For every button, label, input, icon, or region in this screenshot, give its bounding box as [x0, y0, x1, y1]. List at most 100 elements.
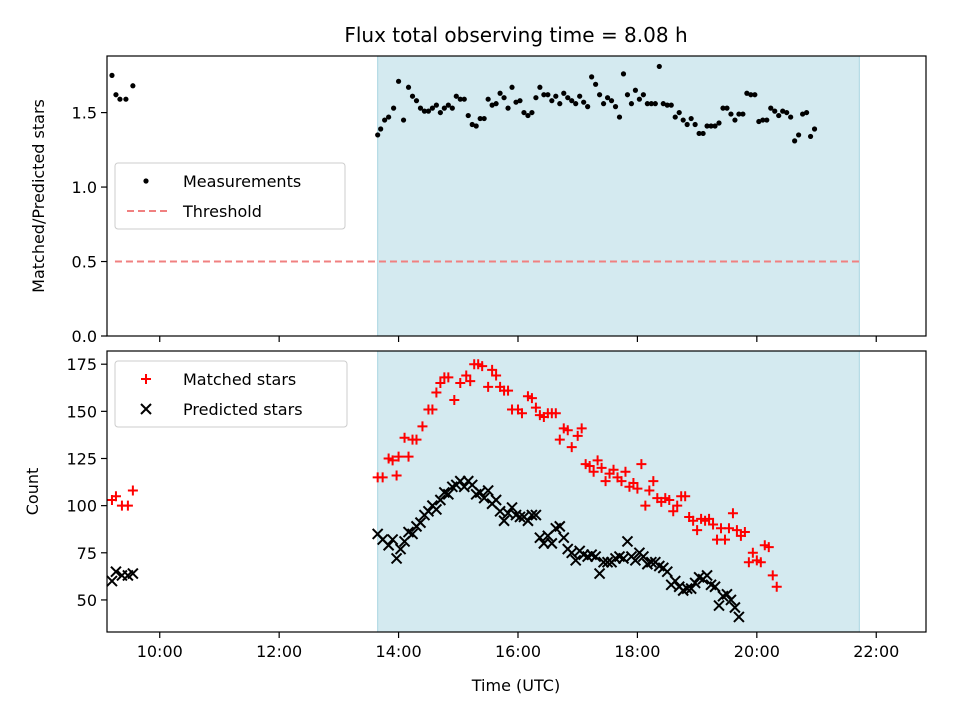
measurement-point — [505, 105, 511, 111]
matched-star-point — [461, 370, 472, 381]
measurement-point — [453, 93, 459, 99]
measurement-point — [593, 81, 599, 87]
series-measurements — [109, 63, 818, 144]
measurement-point — [449, 105, 455, 111]
predicted-star-point — [601, 556, 614, 568]
measurement-point — [688, 115, 694, 122]
measurement-point — [413, 98, 420, 104]
measurement-point — [780, 108, 786, 114]
matched-star-point — [572, 430, 583, 441]
matched-star-point — [455, 378, 466, 389]
predicted-star-point — [593, 567, 606, 580]
measurement-point — [441, 105, 447, 111]
measurement-point — [788, 114, 794, 120]
matched-star-point — [640, 500, 651, 511]
matched-star-point — [449, 395, 460, 406]
y-axis-label: Matched/Predicted stars — [29, 99, 48, 293]
measurement-point — [656, 63, 662, 70]
matched-star-point — [491, 370, 502, 381]
measurement-point — [792, 138, 798, 144]
predicted-star-point — [733, 611, 745, 623]
measurement-point — [740, 111, 746, 117]
y-tick-label: 75 — [77, 544, 97, 563]
matched-star-point — [596, 462, 607, 473]
predicted-star-point — [490, 494, 502, 506]
matched-star-point — [632, 483, 643, 494]
measurement-point — [395, 78, 402, 84]
top-panel: 0.0 0.5 1.0 1.5 Matched/Predicted stars Measu… — [29, 55, 927, 346]
measurement-point — [692, 121, 698, 128]
measurement-point — [557, 101, 563, 107]
measurement-point — [589, 74, 595, 80]
measurement-point — [513, 99, 519, 105]
matched-star-point — [403, 451, 414, 462]
x-tick-label: 10:00 — [137, 642, 183, 661]
measurement-point — [684, 121, 690, 128]
matched-star-point — [600, 476, 611, 487]
measurement-point — [533, 95, 539, 101]
predicted-star-point — [430, 503, 443, 516]
matched-star-point — [550, 408, 561, 419]
predicted-star-point — [669, 575, 681, 587]
matched-star-point — [427, 404, 438, 415]
measurement-point — [803, 109, 810, 116]
y-tick-label: 0.5 — [72, 253, 97, 272]
measurement-point — [485, 96, 491, 102]
series-predicted-stars — [106, 475, 745, 623]
measurement-point — [501, 95, 507, 101]
measurement-point — [541, 92, 547, 98]
legend: Measurements Threshold — [114, 162, 346, 230]
y-tick-label: 125 — [66, 449, 97, 468]
matched-star-point — [608, 464, 619, 475]
measurement-point — [724, 105, 730, 111]
matched-star-point — [708, 519, 719, 530]
measurement-point — [573, 101, 579, 107]
matched-star-point — [477, 361, 488, 372]
measurement-point — [405, 84, 412, 90]
matched-star-point — [636, 459, 647, 470]
legend-marker-x — [140, 403, 152, 415]
matched-star-point — [391, 470, 402, 481]
predicted-star-point — [709, 581, 721, 593]
measurement-point — [616, 114, 623, 120]
measurement-point — [732, 117, 738, 123]
y-tick-label: 150 — [66, 402, 97, 421]
measurement-point — [421, 108, 428, 114]
measurement-point — [807, 133, 814, 140]
measurement-point — [756, 118, 762, 125]
measurement-point — [752, 92, 758, 98]
legend-box — [114, 162, 346, 230]
measurement-point — [704, 123, 710, 129]
measurement-point — [668, 102, 674, 108]
predicted-star-point — [110, 565, 122, 578]
observing-window-shade — [377, 55, 860, 337]
matched-star-point — [704, 513, 715, 524]
measurement-point — [391, 105, 397, 111]
matched-star-point — [588, 466, 599, 477]
measurement-point — [620, 71, 627, 77]
measurement-point — [796, 132, 802, 138]
y-tick-label: 175 — [66, 355, 97, 374]
measurement-point — [117, 96, 123, 102]
matched-star-point — [122, 500, 133, 511]
matched-star-point — [562, 425, 573, 436]
matched-star-point — [526, 393, 537, 404]
predicted-star-point — [482, 484, 494, 497]
legend-box — [114, 360, 348, 428]
measurement-point — [612, 104, 619, 110]
measurement-point — [772, 108, 778, 114]
matched-star-point — [664, 494, 675, 505]
predicted-star-point — [645, 556, 658, 568]
measurement-point — [461, 96, 467, 102]
measurement-point — [113, 92, 119, 98]
predicted-star-point — [629, 554, 642, 567]
predicted-star-point — [554, 520, 566, 533]
predicted-star-point — [685, 582, 697, 595]
measurement-point — [489, 102, 495, 108]
measurement-point — [720, 105, 726, 111]
measurement-point — [676, 109, 682, 116]
matched-star-point — [680, 491, 691, 502]
measurement-point — [521, 109, 527, 116]
series-matched-stars — [106, 359, 782, 592]
predicted-star-point — [442, 488, 455, 501]
